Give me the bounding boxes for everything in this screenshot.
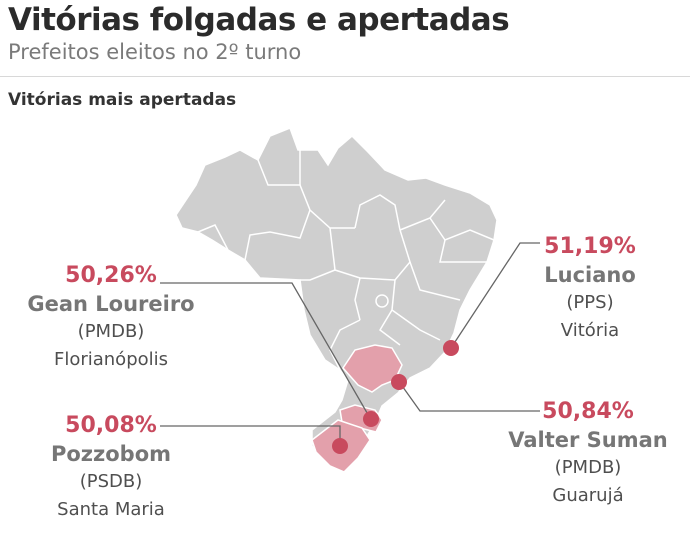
connector-guaruja (399, 382, 540, 412)
percent-florianopolis: 50,26% (65, 263, 157, 288)
city-guaruja: Guarujá (552, 485, 624, 506)
dot-vitoria (443, 340, 459, 356)
name-guaruja: Valter Suman (508, 428, 668, 452)
percent-santa-maria: 50,08% (65, 413, 157, 438)
brazil-outline (175, 127, 498, 471)
dot-santa-maria (332, 438, 348, 454)
section-title: Vitórias mais apertadas (8, 90, 237, 110)
divider (0, 76, 690, 77)
state-borders (197, 150, 495, 371)
party-santa-maria: (PSDB) (79, 471, 143, 492)
connector-lines (160, 242, 540, 445)
dot-guaruja (391, 374, 407, 390)
city-vitoria: Vitória (560, 320, 620, 341)
label-santa-maria: 50,08% Pozzobom (PSDB) Santa Maria (6, 412, 216, 524)
party-vitoria: (PPS) (566, 292, 614, 313)
connector-vitoria (450, 242, 540, 349)
percent-vitoria: 51,19% (544, 234, 636, 259)
page-subtitle: Prefeitos eleitos no 2º turno (8, 40, 302, 64)
region-sao-paulo (342, 344, 403, 393)
city-florianopolis: Florianópolis (53, 349, 169, 370)
percent-guaruja: 50,84% (542, 399, 634, 424)
label-vitoria: 51,19% Luciano (PPS) Vitória (500, 233, 680, 345)
label-florianopolis: 50,26% Gean Loureiro (PMDB) Florianópoli… (6, 262, 216, 374)
party-florianopolis: (PMDB) (77, 321, 145, 342)
city-santa-maria: Santa Maria (57, 499, 165, 520)
connector-florianopolis (160, 282, 371, 419)
dot-florianopolis (363, 411, 379, 427)
name-vitoria: Luciano (544, 263, 636, 287)
label-guaruja: 50,84% Valter Suman (PMDB) Guarujá (490, 398, 686, 510)
party-guaruja: (PMDB) (554, 457, 622, 478)
page-title: Vitórias folgadas e apertadas (8, 2, 510, 38)
name-florianopolis: Gean Loureiro (27, 292, 195, 316)
federal-district-marker (375, 294, 389, 308)
name-santa-maria: Pozzobom (50, 442, 172, 466)
